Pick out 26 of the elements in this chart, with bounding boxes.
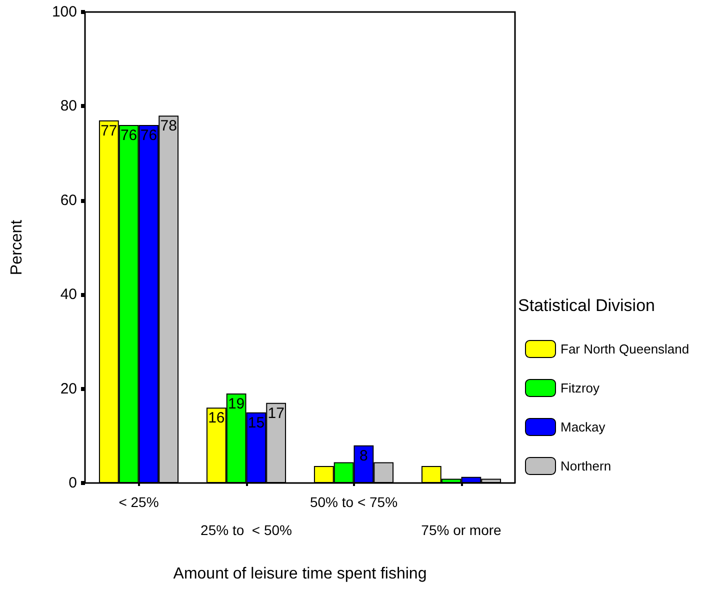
y-tick-label: 0: [68, 474, 77, 492]
x-tick-label: 50% to < 75%: [310, 494, 398, 510]
data-label: 15: [248, 414, 265, 432]
data-label: 76: [120, 127, 138, 144]
x-tick-label: < 25%: [118, 494, 159, 510]
legend-label: Mackay: [560, 420, 606, 434]
y-tick-label: 60: [60, 192, 77, 209]
legend-title: Statistical Division: [518, 296, 655, 315]
y-tick-label: 100: [52, 4, 77, 20]
x-tick-label: 75% or more: [421, 522, 502, 538]
x-axis-title: Amount of leisure time spent fishing: [173, 566, 427, 582]
y-tick-label: 20: [60, 380, 77, 398]
data-label: 77: [100, 122, 118, 140]
legend-label: Far North Queensland: [560, 342, 690, 356]
data-label: 76: [140, 127, 158, 144]
data-label: 78: [160, 118, 177, 135]
x-tick-label: 25% to < 50%: [200, 522, 292, 538]
data-label: 16: [208, 410, 225, 427]
data-label: 17: [268, 404, 284, 422]
y-tick-label: 40: [60, 286, 77, 304]
legend-label: Northern: [560, 458, 612, 474]
data-label: 8: [360, 447, 368, 464]
data-label: 19: [228, 396, 245, 413]
y-axis-title: Percent: [8, 219, 26, 276]
y-tick-label: 80: [60, 98, 77, 115]
legend-label: Fitzroy: [560, 380, 600, 396]
